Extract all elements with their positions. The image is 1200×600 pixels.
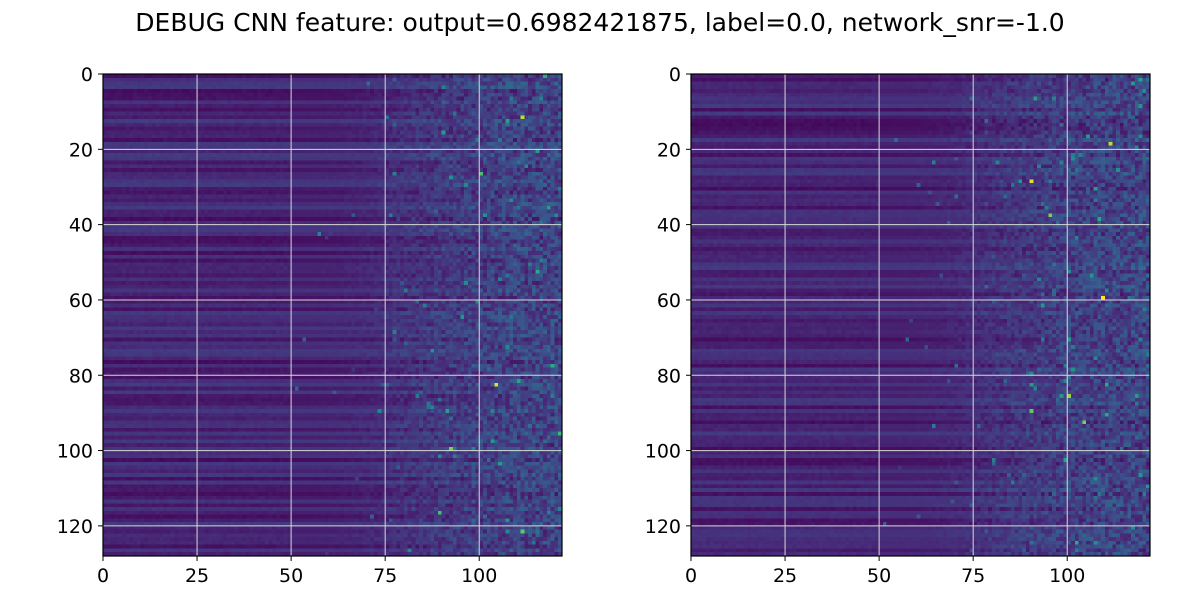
y-tick-label: 0 <box>669 64 681 86</box>
y-tick-label: 80 <box>657 365 681 387</box>
heatmap-image <box>691 74 1150 556</box>
y-tick-label: 20 <box>69 139 93 161</box>
heatmap-image <box>103 74 562 556</box>
axes-frame <box>690 73 1151 557</box>
y-tick-label: 20 <box>657 139 681 161</box>
x-tick-label: 75 <box>961 565 985 587</box>
heatmap-panel-left: 0 25 50 75 100 0 20 40 60 80 100 120 <box>57 64 563 587</box>
y-tick-label: 100 <box>57 441 93 463</box>
x-tick-label: 50 <box>279 565 303 587</box>
y-tick-label: 40 <box>657 215 681 237</box>
x-tick-label: 0 <box>97 565 109 587</box>
y-tick-label: 120 <box>57 516 93 538</box>
heatmap-panel-right: 0 25 50 75 100 0 20 40 60 80 100 120 <box>645 64 1151 587</box>
x-tick-label: 25 <box>185 565 209 587</box>
y-tick-label: 40 <box>69 215 93 237</box>
axes-frame <box>102 73 563 557</box>
x-tick-label: 50 <box>867 565 891 587</box>
x-tick-label: 75 <box>373 565 397 587</box>
x-tick-label: 100 <box>461 565 497 587</box>
y-tick-label: 60 <box>657 290 681 312</box>
x-tick-label: 0 <box>685 565 697 587</box>
y-tick-label: 100 <box>645 441 681 463</box>
x-tick-label: 100 <box>1049 565 1085 587</box>
figure-title: DEBUG CNN feature: output=0.6982421875, … <box>135 8 1065 37</box>
y-tick-label: 80 <box>69 365 93 387</box>
x-tick-label: 25 <box>773 565 797 587</box>
y-tick-label: 60 <box>69 290 93 312</box>
y-tick-label: 120 <box>645 516 681 538</box>
y-tick-label: 0 <box>81 64 93 86</box>
